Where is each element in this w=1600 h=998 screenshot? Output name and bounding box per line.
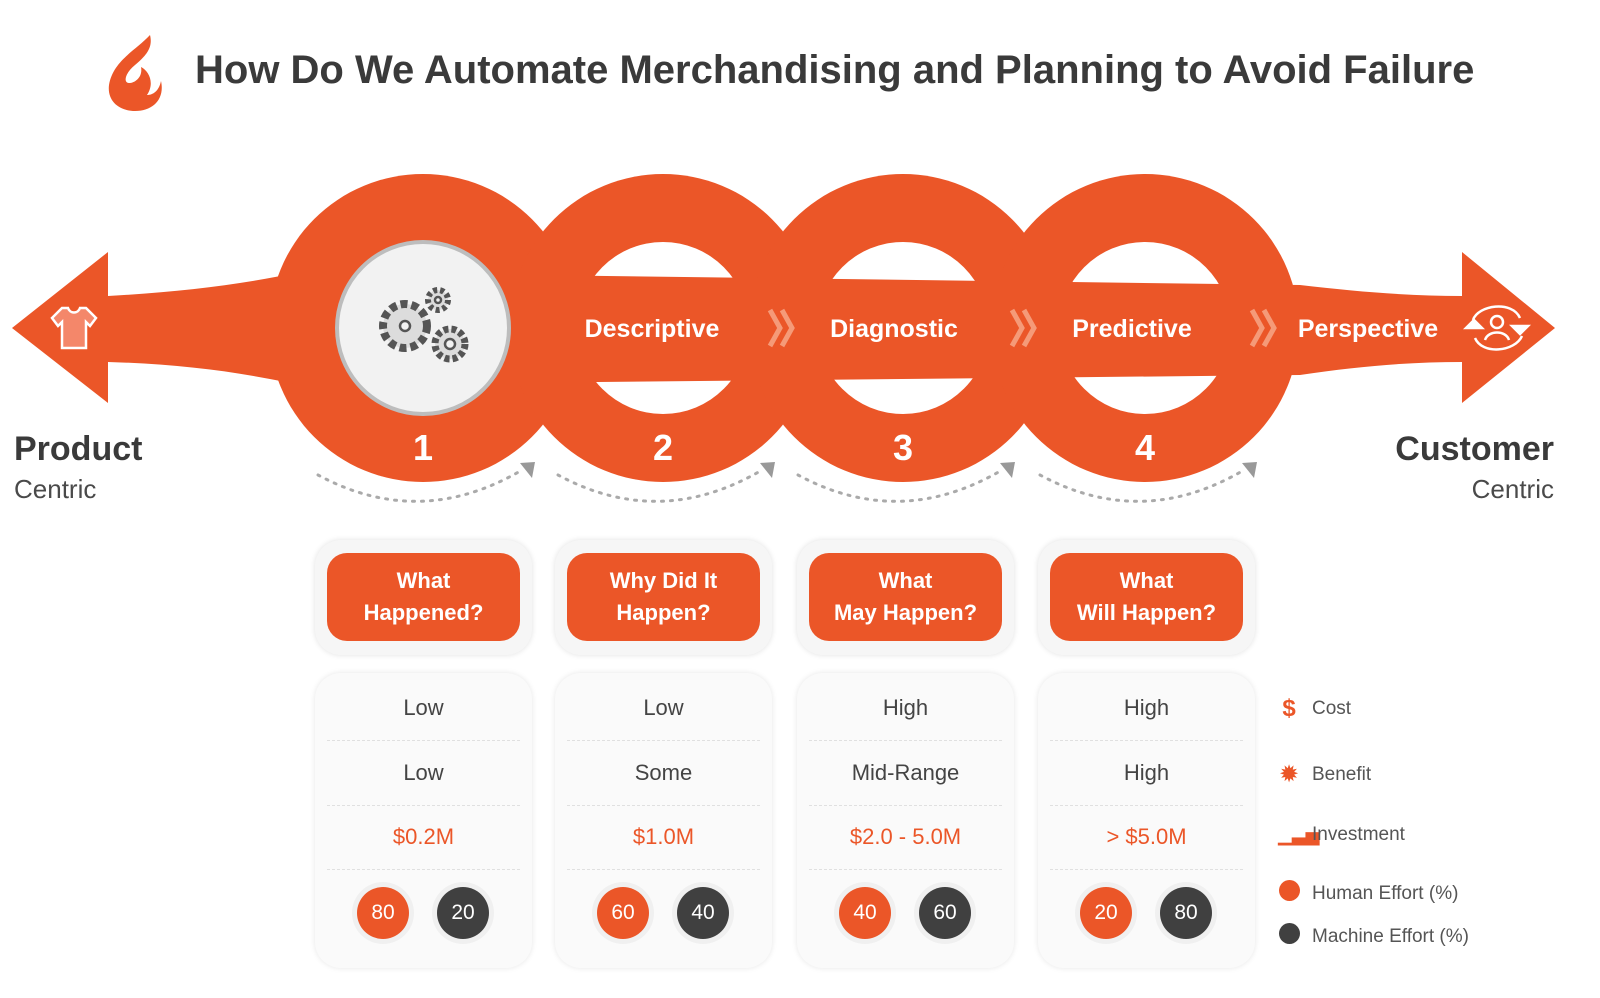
page-title: How Do We Automate Merchandising and Pla… bbox=[195, 48, 1475, 92]
progress-arcs bbox=[316, 468, 1246, 503]
metrics-card-3: High Mid-Range $2.0 - 5.0M 40 60 bbox=[797, 673, 1014, 968]
stage-number-2: 2 bbox=[653, 427, 673, 468]
cost-value: Low bbox=[327, 676, 520, 741]
flame-logo-icon bbox=[108, 35, 162, 111]
investment-value: $1.0M bbox=[567, 805, 760, 870]
question-card-3: What May Happen? bbox=[797, 540, 1014, 655]
stage-number-3: 3 bbox=[893, 427, 913, 468]
left-end-title: Product bbox=[14, 430, 143, 468]
tshirt-icon bbox=[50, 306, 98, 350]
right-end-subtitle: Centric bbox=[1471, 474, 1554, 504]
badge-icon: ✹ bbox=[1278, 761, 1300, 788]
machine-effort-badge: 20 bbox=[437, 887, 489, 939]
orange-dot-icon bbox=[1278, 880, 1300, 908]
investment-value: $0.2M bbox=[327, 805, 520, 870]
dark-dot-icon bbox=[1278, 923, 1300, 951]
customer-cycle-icon bbox=[1462, 305, 1532, 351]
growth-chart-icon: ▁▃▅ bbox=[1278, 824, 1320, 845]
right-end-title: Customer bbox=[1395, 430, 1554, 468]
metrics-card-2: Low Some $1.0M 60 40 bbox=[555, 673, 772, 968]
machine-effort-badge: 60 bbox=[919, 887, 971, 939]
benefit-value: Low bbox=[327, 741, 520, 806]
stage-label-4: Predictive bbox=[1072, 315, 1192, 343]
human-effort-badge: 20 bbox=[1080, 887, 1132, 939]
legend-benefit: ✹ Benefit bbox=[1278, 761, 1372, 788]
cost-value: Low bbox=[567, 676, 760, 741]
benefit-value: Some bbox=[567, 741, 760, 806]
legend-human-effort: Human Effort (%) bbox=[1278, 880, 1458, 908]
question-card-2: Why Did It Happen? bbox=[555, 540, 772, 655]
chevron-icons bbox=[767, 308, 1277, 348]
cost-value: High bbox=[809, 676, 1002, 741]
human-effort-badge: 80 bbox=[357, 887, 409, 939]
stage-label-3: Diagnostic bbox=[830, 315, 958, 343]
machine-effort-badge: 80 bbox=[1160, 887, 1212, 939]
gears-icon bbox=[379, 287, 469, 363]
investment-value: > $5.0M bbox=[1050, 805, 1243, 870]
metrics-card-1: Low Low $0.2M 80 20 bbox=[315, 673, 532, 968]
benefit-value: Mid-Range bbox=[809, 741, 1002, 806]
left-end-subtitle: Centric bbox=[14, 474, 97, 504]
investment-value: $2.0 - 5.0M bbox=[809, 805, 1002, 870]
legend-machine-effort: Machine Effort (%) bbox=[1278, 923, 1469, 951]
dollar-icon: $ bbox=[1282, 695, 1296, 722]
stage-number-1: 1 bbox=[413, 427, 433, 468]
stage-number-4: 4 bbox=[1135, 427, 1155, 468]
legend-investment: ▁▃▅ Investment bbox=[1278, 824, 1405, 845]
benefit-value: High bbox=[1050, 741, 1243, 806]
machine-effort-badge: 40 bbox=[677, 887, 729, 939]
metrics-card-4: High High > $5.0M 20 80 bbox=[1038, 673, 1255, 968]
question-card-4: What Will Happen? bbox=[1038, 540, 1255, 655]
human-effort-badge: 40 bbox=[839, 887, 891, 939]
stage-diagram: Descriptive Diagnostic Predictive Perspe… bbox=[12, 174, 1555, 503]
legend-cost: $ Cost bbox=[1278, 695, 1351, 723]
stage-label-2: Descriptive bbox=[585, 315, 720, 343]
question-card-1: What Happened? bbox=[315, 540, 532, 655]
stage-label-final: Perspective bbox=[1298, 315, 1438, 343]
cost-value: High bbox=[1050, 676, 1243, 741]
human-effort-badge: 60 bbox=[597, 887, 649, 939]
